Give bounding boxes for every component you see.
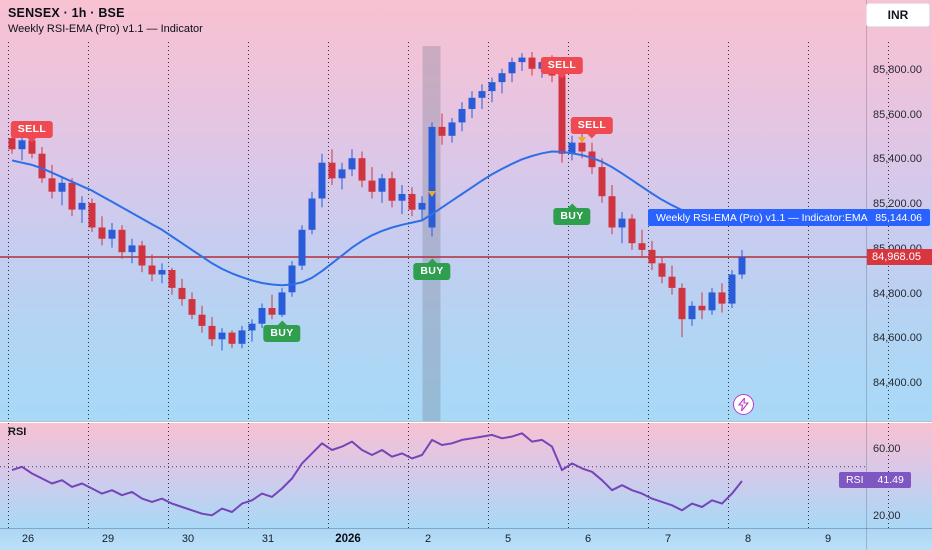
rsi-axis-label: 60.00 — [873, 443, 901, 455]
time-axis-label: 2 — [424, 533, 432, 545]
rsi-chart-canvas[interactable] — [0, 423, 932, 528]
pane-separator[interactable] — [0, 421, 932, 422]
price-axis-border — [866, 0, 867, 550]
sell-signal-badge: SELL — [570, 117, 614, 139]
indicator-title[interactable]: Weekly RSI-EMA (Pro) v1.1 — Indicator — [8, 23, 203, 35]
time-axis[interactable] — [0, 528, 932, 550]
rsi-pane-title[interactable]: RSI — [8, 426, 27, 438]
time-axis-label: 9 — [824, 533, 832, 545]
price-axis-label: 84,400.00 — [873, 377, 922, 389]
time-axis-label: 6 — [584, 533, 592, 545]
ema-label-text: Weekly RSI-EMA (Pro) v1.1 — Indicator:EM… — [656, 211, 868, 224]
time-axis-label: 8 — [744, 533, 752, 545]
buy-signal-badge: BUY — [413, 258, 451, 280]
rsi-value-badge: RSI 41.49 — [839, 472, 911, 488]
signal-arrow-icon — [428, 191, 436, 197]
signal-arrow-icon — [578, 137, 586, 143]
time-axis-separator — [0, 528, 932, 529]
sell-signal-badge: SELL — [540, 57, 584, 79]
rsi-pane-background — [0, 423, 932, 528]
time-axis-label: 31 — [261, 533, 275, 545]
ema-label-value: 85,144.06 — [875, 211, 922, 224]
symbol-title[interactable]: SENSEX · 1h · BSE — [8, 6, 125, 20]
chart-legend: SENSEX · 1h · BSE Weekly RSI-EMA (Pro) v… — [8, 6, 203, 35]
time-axis-label: 5 — [504, 533, 512, 545]
price-chart-canvas[interactable] — [0, 0, 932, 421]
time-axis-label: 2026 — [335, 533, 361, 545]
price-axis-label: 84,800.00 — [873, 288, 922, 300]
ema-value-label: Weekly RSI-EMA (Pro) v1.1 — Indicator:EM… — [648, 209, 930, 226]
currency-button[interactable]: INR — [866, 3, 930, 27]
price-axis-label: 85,200.00 — [873, 198, 922, 210]
rsi-badge-label: RSI — [846, 474, 864, 486]
price-axis-label: 85,600.00 — [873, 109, 922, 121]
rsi-badge-value: 41.49 — [877, 474, 904, 486]
buy-signal-badge: BUY — [553, 203, 591, 225]
rsi-axis-label: 20.00 — [873, 510, 901, 522]
price-axis-label: 84,600.00 — [873, 332, 922, 344]
buy-signal-badge: BUY — [263, 320, 301, 342]
time-axis-label: 7 — [664, 533, 672, 545]
time-axis-label: 29 — [101, 533, 115, 545]
lightning-icon — [738, 398, 749, 411]
last-price-label: 84,968.05 — [867, 249, 932, 265]
flash-order-button[interactable] — [733, 394, 754, 415]
price-axis-label: 85,800.00 — [873, 64, 922, 76]
time-axis-label: 30 — [181, 533, 195, 545]
price-axis-label: 85,400.00 — [873, 153, 922, 165]
time-axis-label: 26 — [21, 533, 35, 545]
sell-signal-badge: SELL — [10, 121, 54, 143]
